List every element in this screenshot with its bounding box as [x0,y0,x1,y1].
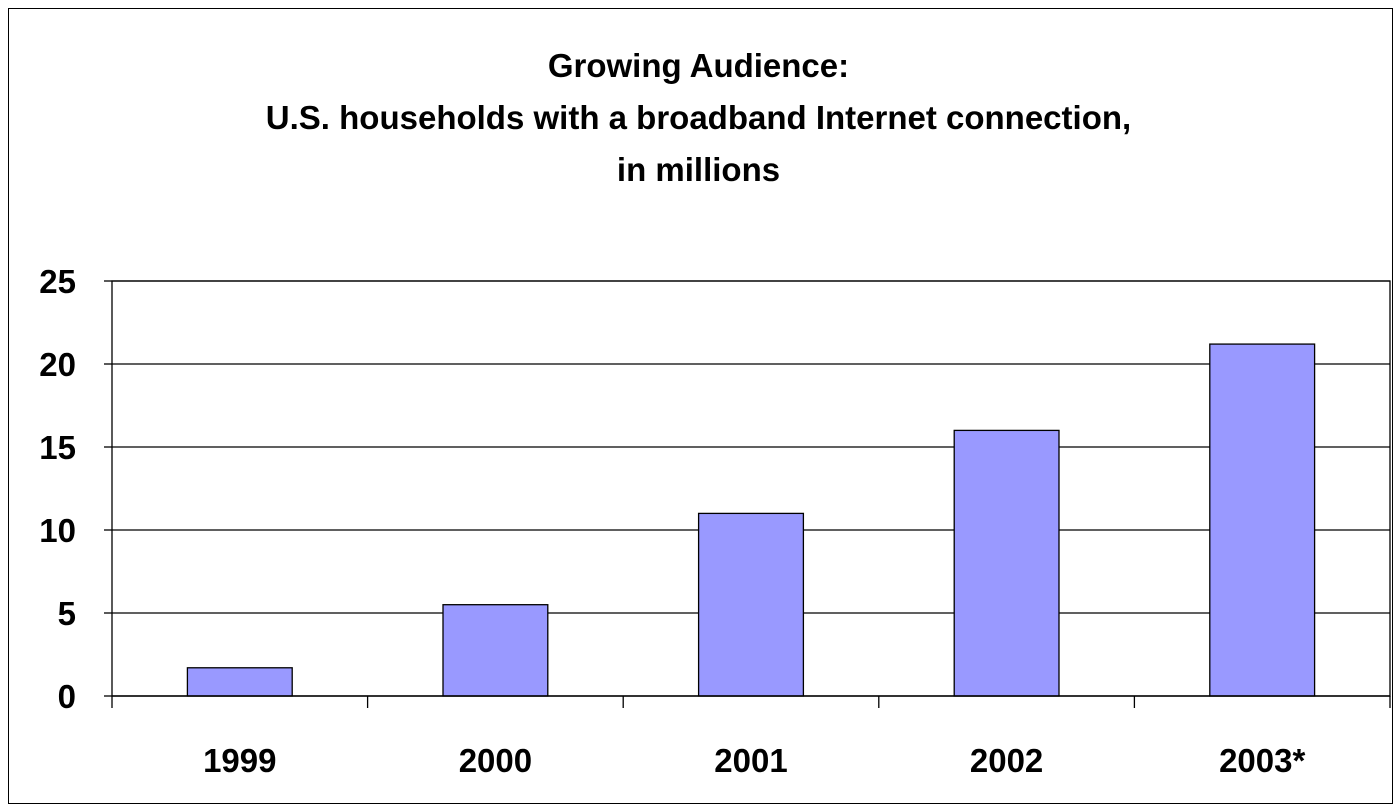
bar-2000 [442,604,549,697]
x-tick-label-2001: 2001 [714,742,787,779]
y-tick-label-10: 10 [39,512,76,549]
y-tick-label-25: 25 [39,263,76,300]
x-tick-label-1999: 1999 [203,742,276,779]
bar-1999 [186,667,293,697]
chart-title: Growing Audience: U.S. households with a… [0,40,1397,196]
bars [186,343,1316,697]
axes [104,280,1391,708]
y-tick-label-15: 15 [39,429,76,466]
bar-2002 [953,429,1060,697]
bar-2001 [697,512,805,697]
y-tick-label-5: 5 [58,595,76,632]
y-tick-label-20: 20 [39,346,76,383]
chart-title-line-2: U.S. households with a broadband Interne… [265,99,1132,136]
tick-labels: 0 5 10 15 20 25 1999 2000 2001 2002 2003* [39,263,1305,779]
x-tick-label-2000: 2000 [459,742,532,779]
chart-title-line-1: Growing Audience: [547,47,850,84]
bar-2003* [1209,343,1316,697]
x-tick-label-2003*: 2003* [1219,742,1305,779]
x-tick-label-2002: 2002 [970,742,1043,779]
chart-title-line-3: in millions [616,151,781,188]
y-tick-label-0: 0 [58,678,76,715]
